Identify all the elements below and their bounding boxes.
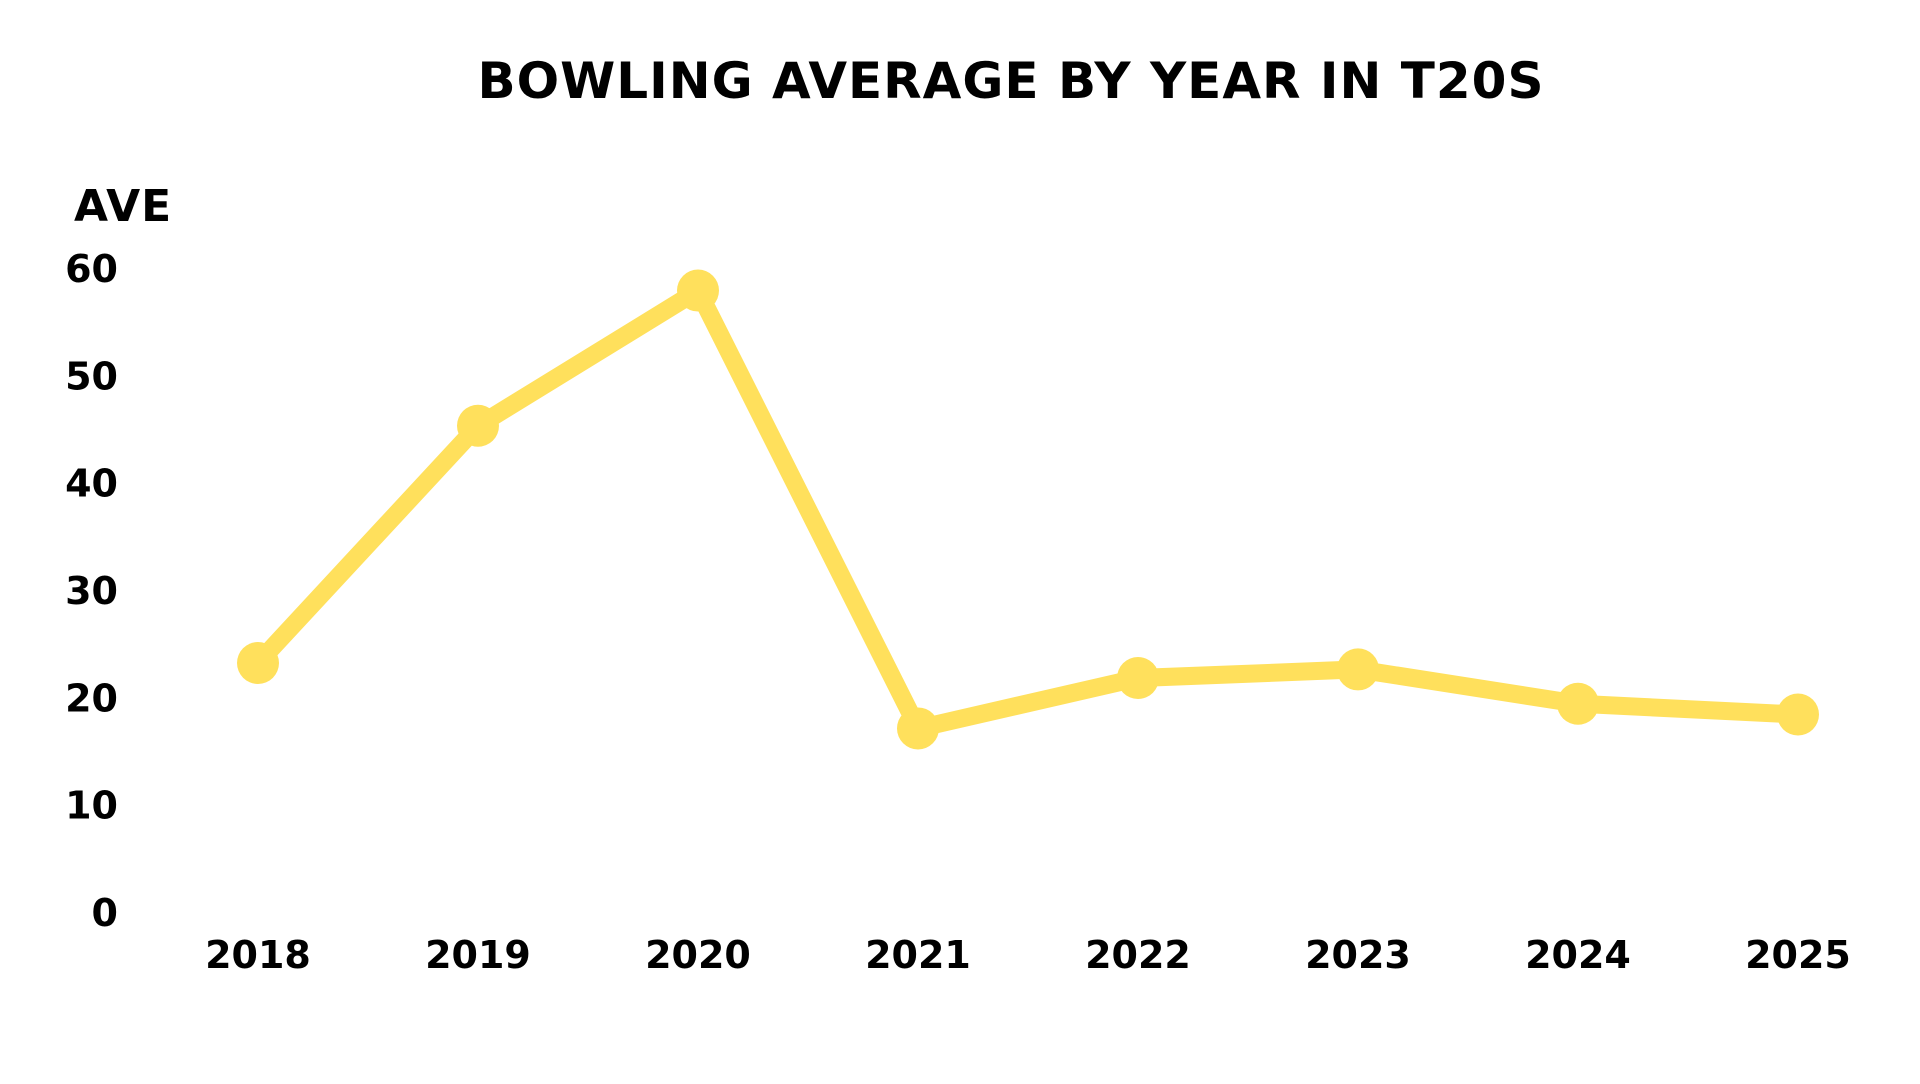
y-tick-label: 60 xyxy=(65,247,118,291)
x-tick-label: 2023 xyxy=(1305,933,1411,977)
data-points xyxy=(237,269,1819,750)
chart-title: BOWLING AVERAGE BY YEAR IN T20S xyxy=(478,52,1545,110)
data-point-2019 xyxy=(457,404,499,447)
y-tick-label: 20 xyxy=(65,676,118,720)
data-point-2020 xyxy=(677,269,719,312)
series-line xyxy=(249,281,1807,738)
y-tick-label: 50 xyxy=(65,354,118,398)
y-tick-label: 10 xyxy=(65,784,118,828)
data-point-2025 xyxy=(1777,693,1819,736)
data-point-2024 xyxy=(1557,682,1599,725)
y-tick-label: 30 xyxy=(65,569,118,613)
x-tick-label: 2019 xyxy=(425,933,531,977)
y-tick-label: 40 xyxy=(65,462,118,506)
x-tick-label: 2022 xyxy=(1085,933,1191,977)
x-tick-label: 2024 xyxy=(1525,933,1631,977)
x-tick-label: 2020 xyxy=(645,933,751,977)
data-point-2023 xyxy=(1337,648,1379,691)
y-tick-label: 0 xyxy=(92,891,118,935)
x-tick-label: 2021 xyxy=(865,933,971,977)
x-tick-label: 2025 xyxy=(1745,933,1851,977)
data-point-2022 xyxy=(1117,657,1159,700)
y-axis-ticks: 0 10 20 30 40 50 60 xyxy=(65,247,118,935)
series-line-group xyxy=(249,281,1807,738)
x-tick-label: 2018 xyxy=(205,933,311,977)
data-point-2021 xyxy=(897,707,939,750)
data-point-2018 xyxy=(237,641,279,684)
y-axis-label: AVE xyxy=(74,181,172,232)
x-axis-ticks: 2018 2019 2020 2021 2022 2023 2024 2025 xyxy=(205,933,1851,977)
